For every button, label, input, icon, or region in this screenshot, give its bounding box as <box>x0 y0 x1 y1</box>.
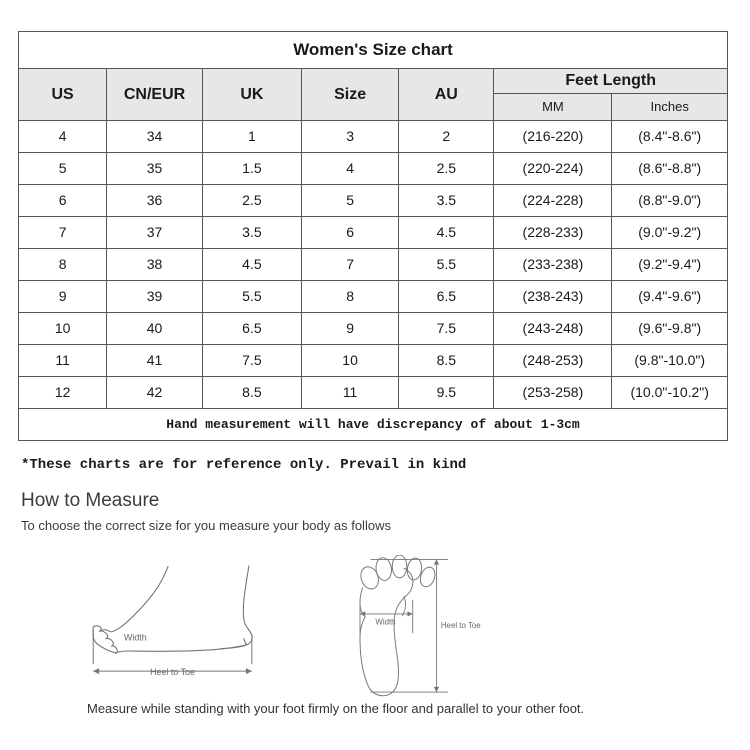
svg-text:Width: Width <box>375 617 395 626</box>
svg-text:Heel to Toe: Heel to Toe <box>150 667 195 677</box>
svg-text:Width: Width <box>124 632 147 642</box>
svg-text:Heel to Toe: Heel to Toe <box>441 621 481 630</box>
